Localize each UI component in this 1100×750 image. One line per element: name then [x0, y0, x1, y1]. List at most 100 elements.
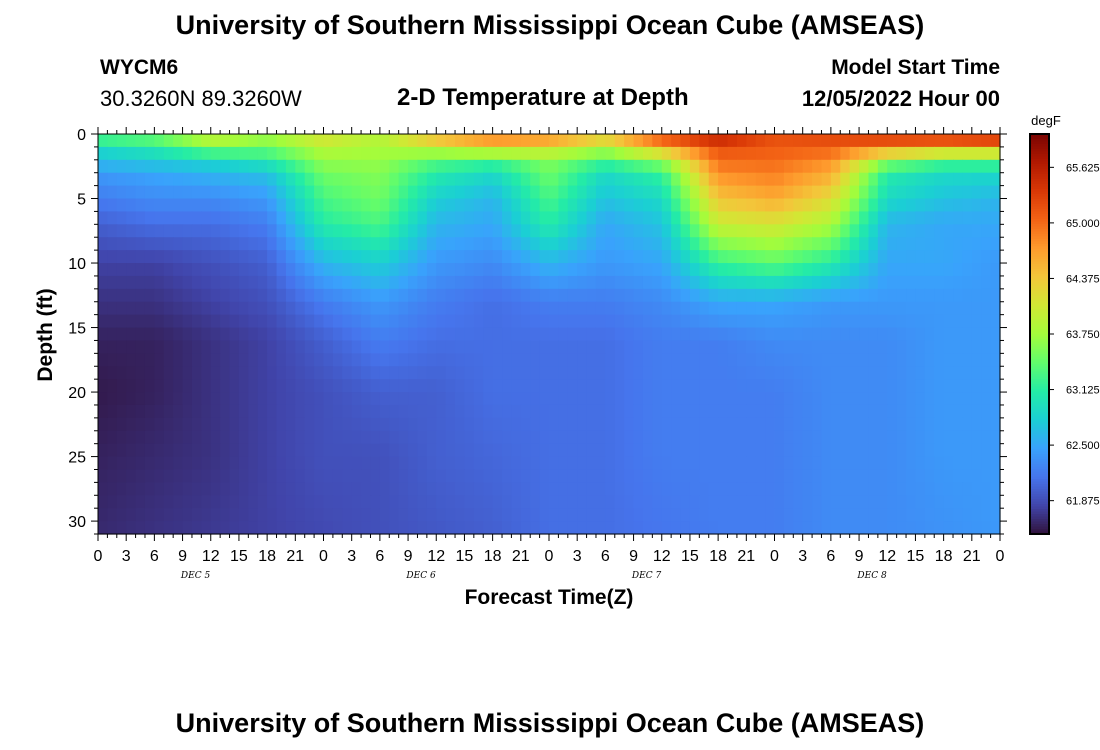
heatmap-cell: [257, 521, 268, 535]
heatmap-cell: [577, 495, 588, 509]
heatmap-cell: [689, 224, 700, 238]
heatmap-cell: [314, 159, 325, 174]
heatmap-cell: [191, 134, 202, 148]
heatmap-cell: [483, 237, 494, 251]
heatmap-cell: [220, 456, 231, 471]
heatmap-cell: [605, 404, 616, 419]
x-tick-label: 6: [601, 548, 610, 565]
heatmap-cell: [351, 456, 362, 471]
heatmap-cell: [840, 353, 851, 367]
heatmap-cell: [248, 340, 259, 354]
heatmap-cell: [915, 404, 926, 419]
heatmap-cell: [530, 275, 541, 290]
heatmap-cell: [238, 237, 249, 251]
heatmap-cell: [276, 456, 287, 471]
heatmap-cell: [370, 275, 381, 290]
heatmap-cell: [135, 456, 146, 471]
heatmap-cell: [642, 159, 653, 174]
heatmap-cell: [840, 392, 851, 406]
heatmap-cell: [943, 521, 954, 535]
heatmap-cell: [736, 263, 747, 277]
chart-subtitle: 2-D Temperature at Depth: [397, 84, 689, 111]
heatmap-cell: [887, 263, 898, 277]
heatmap-cell: [981, 404, 992, 419]
heatmap-cell: [718, 185, 729, 200]
heatmap-cell: [285, 159, 296, 174]
heatmap-cell: [520, 521, 531, 535]
heatmap-cell: [295, 224, 306, 238]
heatmap-cell: [502, 237, 513, 251]
heatmap-cell: [981, 301, 992, 316]
heatmap-cell: [370, 146, 381, 161]
heatmap-cell: [812, 495, 823, 509]
heatmap-cell: [671, 443, 682, 458]
heatmap-cell: [220, 224, 231, 238]
heatmap-cell: [539, 237, 550, 251]
heatmap-cell: [642, 430, 653, 445]
heatmap-cell: [887, 327, 898, 342]
heatmap-cell: [520, 275, 531, 290]
heatmap-cell: [520, 211, 531, 225]
heatmap-cell: [896, 456, 907, 471]
heatmap-cell: [689, 237, 700, 251]
heatmap-cell: [191, 263, 202, 277]
heatmap-cell: [736, 327, 747, 342]
heatmap-cell: [173, 508, 184, 522]
heatmap-cell: [257, 392, 268, 406]
heatmap-cell: [849, 314, 860, 329]
heatmap-cell: [671, 508, 682, 522]
heatmap-cell: [98, 237, 108, 251]
heatmap-cell: [210, 275, 221, 290]
heatmap-cell: [981, 198, 992, 213]
heatmap-cell: [342, 443, 353, 458]
heatmap-cell: [652, 353, 663, 367]
heatmap-cell: [849, 288, 860, 303]
heatmap-cell: [332, 430, 343, 445]
heatmap-cell: [389, 456, 400, 471]
heatmap-cell: [182, 379, 193, 393]
heatmap-cell: [492, 146, 503, 161]
heatmap-cell: [455, 495, 466, 509]
colorbar-segment: [1030, 289, 1049, 293]
heatmap-cell: [135, 392, 146, 406]
heatmap-cell: [614, 146, 625, 161]
heatmap-cell: [530, 469, 541, 483]
heatmap-cell: [116, 275, 127, 290]
heatmap-cell: [210, 353, 221, 367]
heatmap-cell: [154, 353, 165, 367]
heatmap-cell: [229, 430, 240, 445]
heatmap-cell: [351, 275, 362, 290]
heatmap-cell: [210, 301, 221, 316]
heatmap-cell: [98, 327, 108, 342]
heatmap-cell: [605, 263, 616, 277]
heatmap-cell: [812, 430, 823, 445]
heatmap-cell: [370, 366, 381, 380]
heatmap-cell: [680, 443, 691, 458]
heatmap-cell: [877, 146, 888, 161]
heatmap-cell: [624, 392, 635, 406]
heatmap-cell: [464, 172, 475, 187]
heatmap-cell: [370, 134, 381, 148]
heatmap-cell: [163, 521, 174, 535]
heatmap-cell: [915, 172, 926, 187]
heatmap-cell: [520, 198, 531, 213]
heatmap-cell: [699, 250, 710, 264]
heatmap-cell: [248, 134, 259, 148]
heatmap-cell: [455, 185, 466, 200]
heatmap-cell: [107, 159, 118, 174]
heatmap-cell: [267, 353, 278, 367]
heatmap-cell: [614, 430, 625, 445]
colorbar-segment: [1030, 521, 1049, 525]
heatmap-cell: [727, 275, 738, 290]
heatmap-cell: [304, 521, 315, 535]
heatmap-cell: [783, 288, 794, 303]
heatmap-cell: [558, 237, 569, 251]
heatmap-cell: [971, 301, 982, 316]
heatmap-cell: [144, 237, 155, 251]
heatmap-cell: [558, 224, 569, 238]
heatmap-cell: [633, 134, 644, 148]
heatmap-cell: [953, 482, 964, 496]
colorbar-segment: [1030, 506, 1049, 510]
heatmap-cell: [624, 521, 635, 535]
heatmap-cell: [915, 353, 926, 367]
